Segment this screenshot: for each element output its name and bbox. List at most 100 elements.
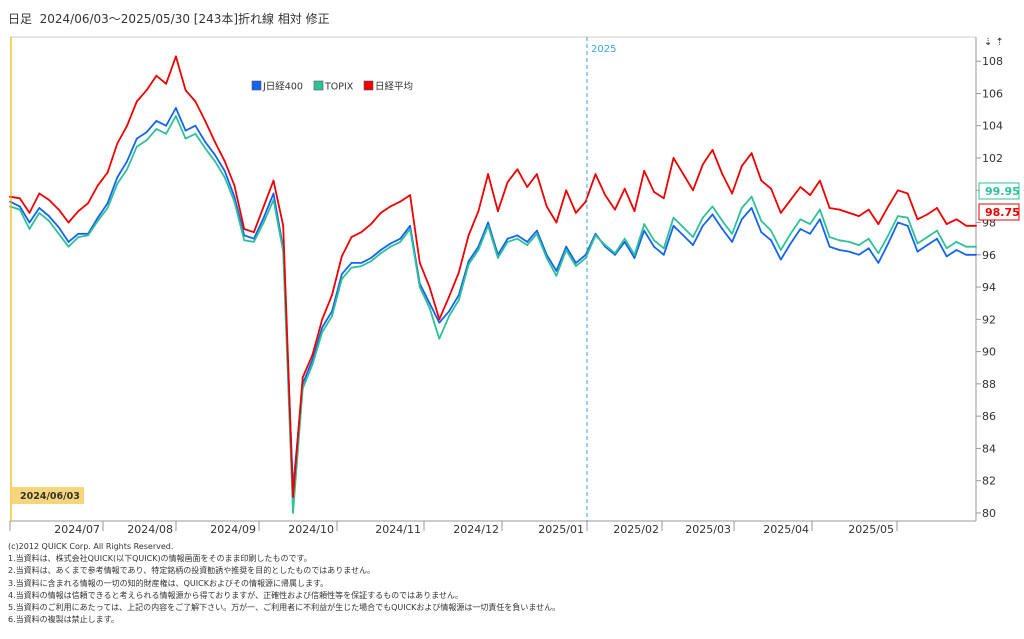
data-point [331, 315, 333, 317]
axis-scroll-arrows[interactable]: ⇣ ⇡ [984, 37, 1004, 48]
data-point [418, 262, 421, 264]
data-point [975, 253, 977, 256]
y-tick-label: 104 [982, 120, 1003, 133]
y-tick-label: 108 [982, 55, 1003, 68]
data-point [165, 124, 168, 127]
data-point [106, 207, 109, 209]
data-point [311, 363, 314, 366]
data-point [536, 229, 538, 232]
data-point [448, 295, 450, 298]
data-point [194, 132, 197, 135]
data-point [545, 257, 548, 259]
data-point [282, 224, 285, 227]
x-tick-label: 2025/05 [848, 523, 894, 536]
data-point [96, 216, 99, 219]
x-tick-label: 2024/08 [127, 523, 173, 536]
legend-label[interactable]: 日経平均 [375, 81, 413, 93]
data-point [116, 176, 119, 179]
series-line [9, 55, 976, 498]
data-point [584, 200, 587, 203]
data-point [399, 237, 402, 240]
disclaimer-line: 3.当資料に含まれる情報の一切の知的財産権は、QUICKおよびその情報源に帰属し… [8, 578, 329, 588]
data-point [682, 173, 685, 176]
data-point [858, 244, 860, 247]
data-point [809, 223, 811, 226]
data-point [770, 187, 772, 190]
data-point [750, 152, 753, 155]
data-point [867, 247, 870, 250]
y-tick-label: 102 [982, 152, 1003, 165]
data-point [48, 199, 50, 201]
data-point [506, 241, 509, 243]
data-point [467, 234, 470, 237]
data-point [155, 120, 158, 122]
data-point [682, 226, 685, 229]
data-point [926, 213, 929, 216]
data-point [184, 89, 187, 92]
data-point [135, 145, 138, 148]
data-point [77, 236, 80, 239]
y-tick-label: 80 [982, 507, 996, 520]
data-point [389, 245, 392, 248]
y-tick-label: 84 [982, 442, 996, 455]
data-point [370, 223, 372, 226]
last-value-label: 99.95 [985, 185, 1020, 198]
data-point [438, 318, 441, 321]
data-point [760, 179, 763, 182]
data-point [135, 100, 138, 103]
x-tick-label: 2024/10 [288, 523, 334, 536]
data-point [945, 247, 948, 250]
data-point [965, 224, 968, 227]
data-point [28, 221, 31, 224]
disclaimer-block: (c)2012 QUICK Corp. All Rights Reserved.… [8, 541, 560, 626]
data-point [721, 220, 724, 222]
data-point [67, 221, 70, 224]
data-point [633, 257, 636, 259]
y-tick-label: 90 [982, 346, 996, 359]
data-point [350, 236, 353, 239]
data-point [340, 273, 343, 276]
data-point [18, 197, 21, 200]
data-point [233, 200, 236, 203]
data-point [116, 142, 119, 145]
data-point [643, 229, 646, 232]
data-point [457, 299, 460, 301]
data-point [867, 208, 870, 211]
data-point [623, 237, 626, 240]
data-point [623, 241, 626, 243]
data-point [28, 212, 31, 214]
data-point [877, 262, 880, 264]
data-point [848, 241, 851, 243]
data-point [418, 286, 421, 288]
data-point [223, 160, 226, 163]
legend-swatch [313, 80, 324, 91]
legend-label[interactable]: J日経400 [262, 81, 303, 93]
data-point [731, 192, 733, 195]
data-point [96, 220, 99, 222]
data-point [428, 286, 431, 288]
data-point [409, 224, 411, 227]
y-tick-label: 92 [982, 313, 996, 326]
data-point [721, 228, 724, 230]
data-point [262, 205, 265, 208]
data-point [87, 234, 89, 237]
data-point [692, 189, 694, 192]
data-point [409, 228, 411, 230]
data-point [975, 245, 977, 248]
data-point [223, 170, 226, 172]
data-point [809, 232, 811, 235]
data-point [311, 353, 314, 356]
data-point [399, 241, 402, 243]
data-point [965, 245, 968, 248]
legend-label[interactable]: TOPIX [324, 82, 354, 93]
data-point [292, 512, 294, 514]
disclaimer-line: 5.当資料のご利用にあたっては、上記の内容をご了解下さい。万が一、ご利用者に不利… [8, 603, 561, 613]
plot-frame [9, 36, 977, 531]
data-point [897, 221, 899, 224]
data-point [526, 186, 529, 188]
data-point [477, 249, 480, 251]
data-point [506, 181, 509, 184]
data-point [779, 249, 782, 251]
disclaimer-line: 2.当資料は、あくまで参考情報であり、特定銘柄の投資勧誘や推奨を目的としたもので… [8, 566, 375, 576]
